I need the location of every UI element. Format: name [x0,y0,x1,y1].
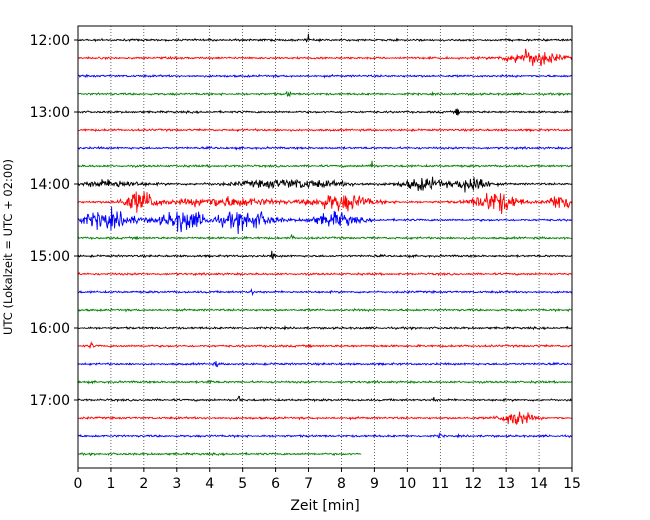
trace-1515 [77,271,572,277]
grid-lines [110,26,540,468]
y-tick-label-3: 15:00 [30,249,70,265]
trace-1530 [77,288,573,297]
x-tick-label-6: 6 [271,476,280,492]
x-tick-label-0: 0 [74,476,83,492]
trace-1300 [77,108,573,116]
x-axis-title: Zeit [min] [290,498,359,514]
x-tick-label-5: 5 [238,476,247,492]
y-tick-label-4: 16:00 [30,321,70,337]
x-tick-label-4: 4 [205,476,214,492]
y-tick-label-5: 17:00 [30,393,70,409]
plot-frame [77,25,573,469]
trace-1345 [77,160,572,169]
x-tick-label-11: 11 [431,476,449,492]
x-tick-label-8: 8 [337,476,346,492]
x-tick-label-3: 3 [172,476,181,492]
trace-1715 [77,411,573,426]
x-tick-label-15: 15 [563,476,581,492]
x-axis: 0 1 2 3 4 5 6 7 8 9 10 11 12 13 14 15 [74,468,581,492]
y-tick-label-0: 12:00 [30,33,70,49]
x-tick-label-9: 9 [370,476,379,492]
trace-1645 [78,379,573,385]
trace-1315 [77,127,573,133]
seismic-traces [77,33,573,457]
x-tick-label-2: 2 [139,476,148,492]
y-axis: 12:00 13:00 14:00 15:00 16:00 17:00 [30,33,78,409]
trace-1245 [77,90,572,98]
trace-1445 [77,234,572,241]
trace-1400 [77,176,573,193]
y-tick-label-2: 14:00 [30,177,70,193]
y-axis-title: UTC (Lokalzeit = UTC + 02:00) [1,159,15,335]
x-tick-label-10: 10 [398,476,416,492]
trace-1215 [77,48,573,67]
y-tick-label-1: 13:00 [30,105,70,121]
x-tick-label-1: 1 [106,476,115,492]
trace-1500 [77,250,573,260]
trace-1415 [77,191,573,214]
trace-1600 [77,324,572,331]
trace-1700 [77,395,573,403]
trace-1545 [77,307,572,313]
trace-1630 [77,361,572,368]
trace-1330 [77,145,573,151]
trace-1200 [77,33,572,43]
trace-1730 [77,432,572,439]
x-tick-label-12: 12 [464,476,482,492]
trace-1745 [77,451,362,457]
x-tick-label-14: 14 [530,476,548,492]
trace-1230 [77,73,572,79]
trace-1430 [77,206,573,235]
x-tick-label-7: 7 [304,476,313,492]
trace-1615 [77,340,573,349]
x-tick-label-13: 13 [497,476,515,492]
